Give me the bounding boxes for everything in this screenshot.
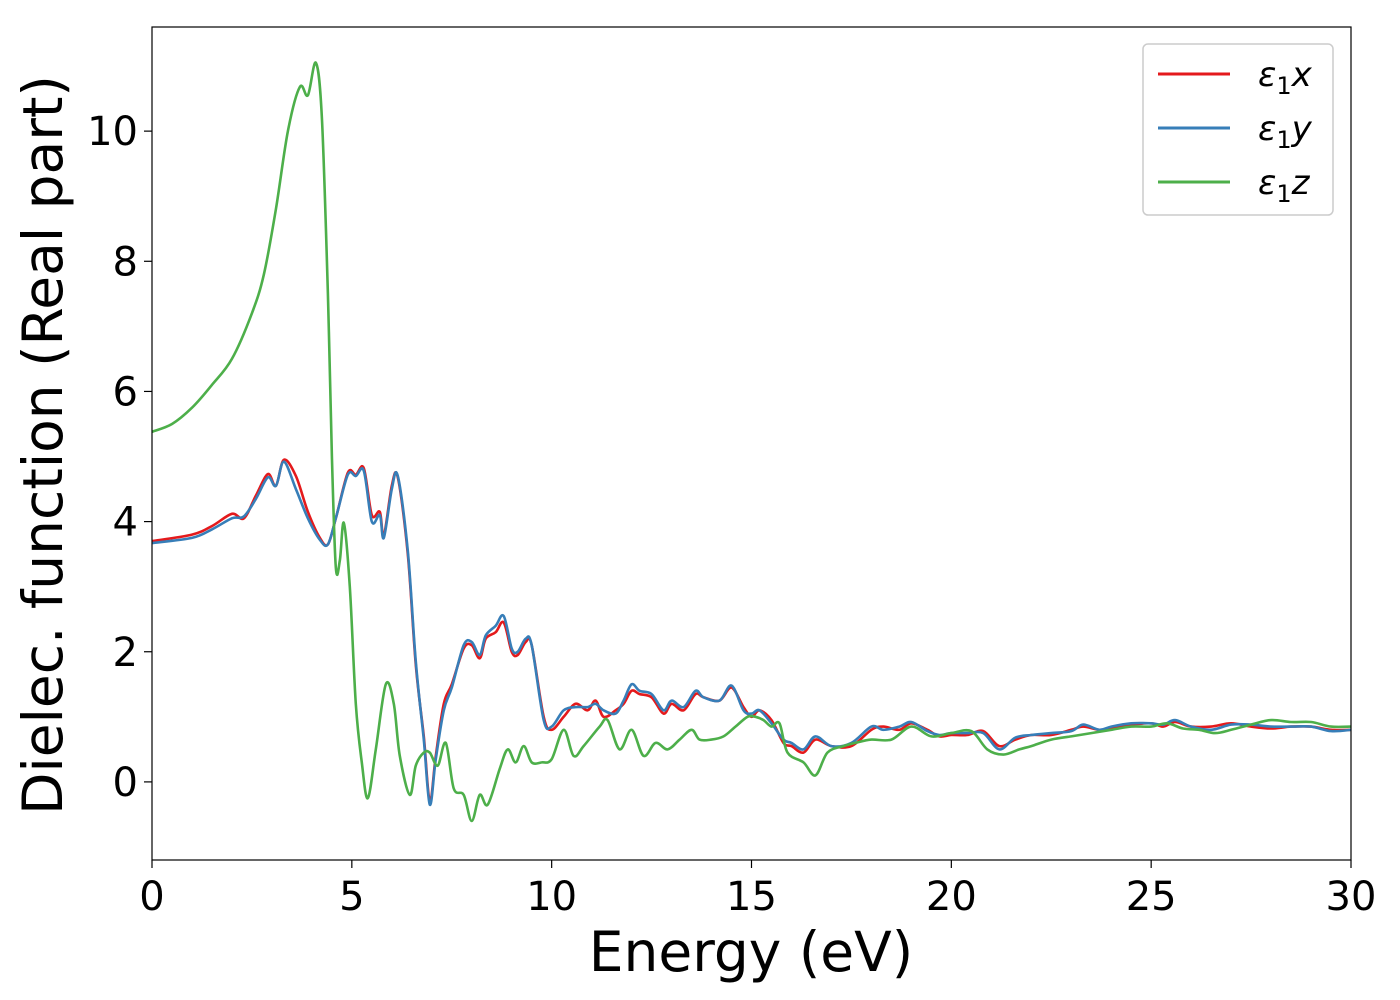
y-tick-label: 0: [113, 760, 138, 806]
legend-epsilon: ε: [1258, 109, 1276, 149]
x-tick-label: 0: [139, 874, 164, 920]
y-axis-title: Dielec. function (Real part): [11, 75, 75, 815]
legend-label-z: ε1z: [1258, 163, 1311, 208]
x-tick-label: 10: [526, 874, 577, 920]
legend-component: y: [1291, 109, 1313, 149]
y-axis: 0 2 4 6 8 10: [87, 109, 152, 806]
legend-epsilon: ε: [1258, 55, 1276, 95]
legend-subscript: 1: [1276, 180, 1291, 208]
x-tick-label: 20: [926, 874, 977, 920]
legend-component: z: [1291, 163, 1311, 203]
y-tick-label: 6: [113, 369, 138, 415]
x-tick-label: 15: [726, 874, 777, 920]
series-line-z: [152, 61, 1351, 823]
x-tick-label: 30: [1326, 874, 1377, 920]
y-tick-label: 2: [113, 630, 138, 676]
legend-subscript: 1: [1276, 126, 1291, 154]
series-layer: [152, 61, 1351, 823]
y-tick-label: 8: [113, 239, 138, 285]
series-line-y: [152, 460, 1351, 807]
legend-box: [1142, 43, 1334, 216]
y-tick-label: 10: [87, 109, 138, 155]
legend-label-x: ε1x: [1258, 55, 1313, 100]
legend-subscript: 1: [1276, 72, 1291, 100]
x-axis: 0 5 10 15 20 25 30: [139, 860, 1376, 920]
y-tick-label: 4: [113, 500, 138, 546]
legend-component: x: [1291, 55, 1313, 95]
legend-epsilon: ε: [1258, 163, 1276, 203]
legend-label-y: ε1y: [1258, 109, 1313, 154]
x-axis-title: Energy (eV): [589, 920, 913, 984]
x-tick-label: 25: [1126, 874, 1177, 920]
x-tick-label: 5: [339, 874, 364, 920]
series-line-x: [152, 458, 1351, 803]
